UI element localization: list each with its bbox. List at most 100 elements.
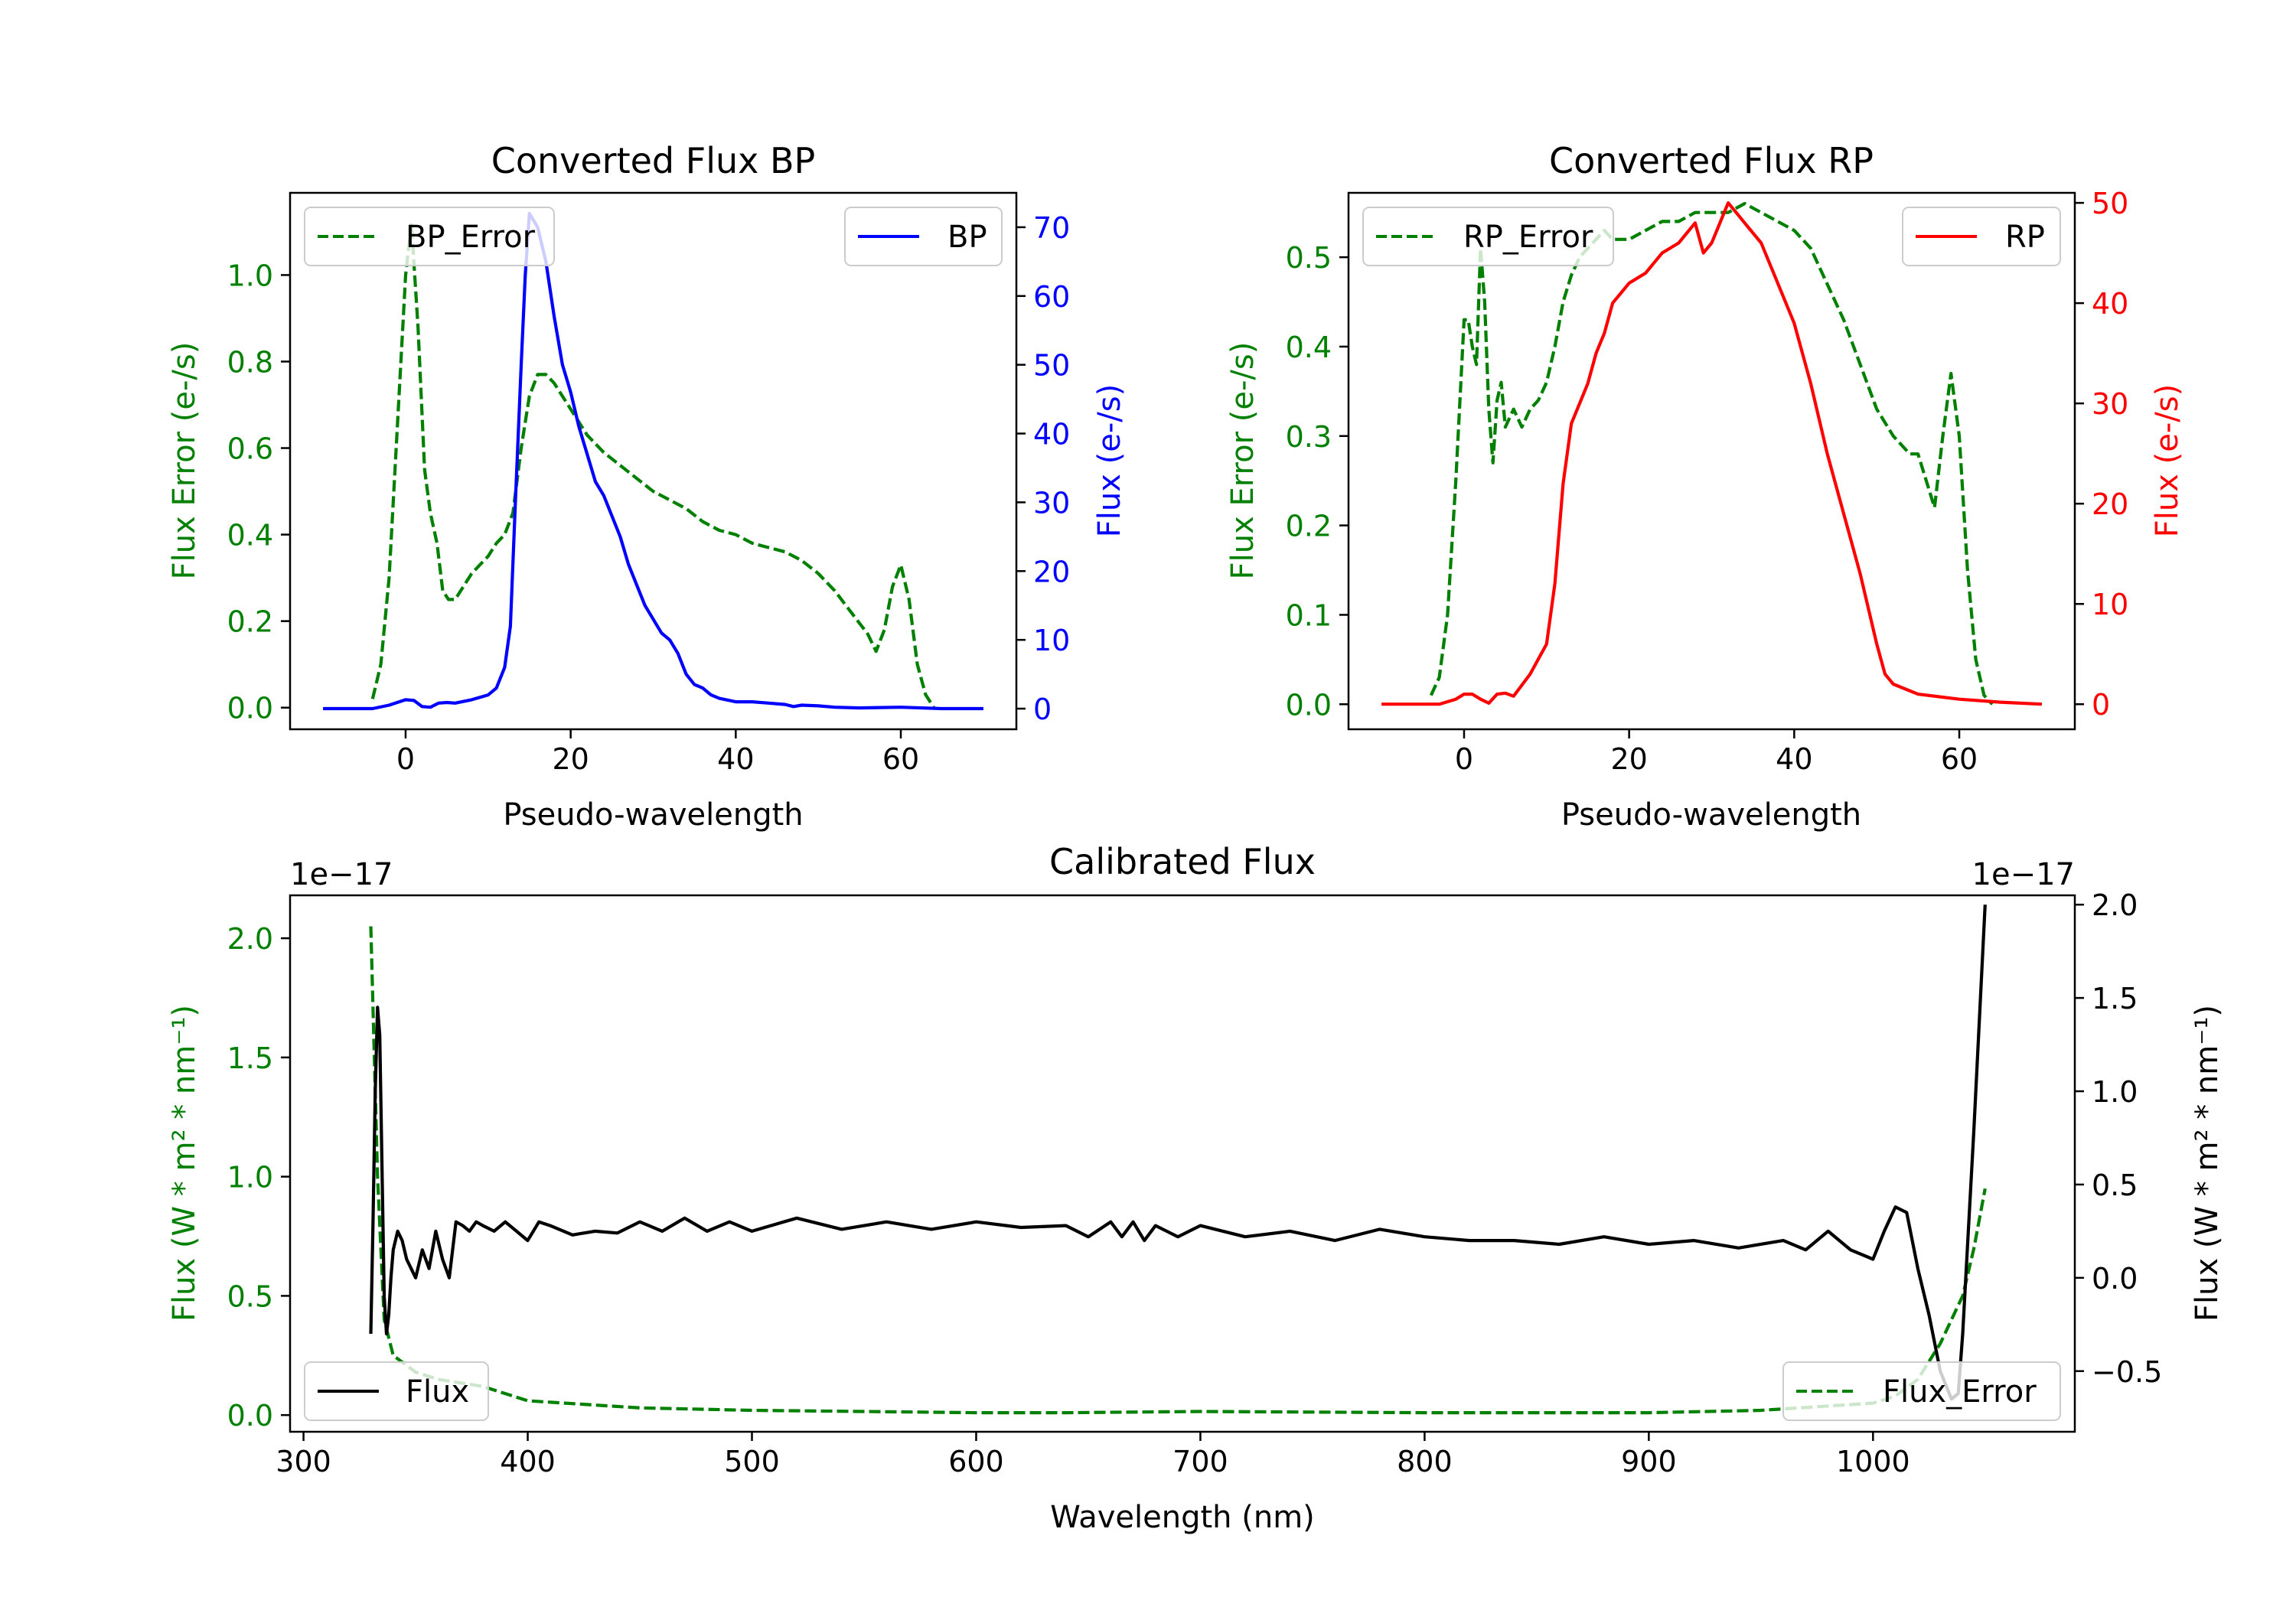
bp-x-ticks: 0 20 40 60 xyxy=(396,729,919,776)
cal-y-left-tick-label: 1.5 xyxy=(227,1041,273,1075)
cal-legend-error-box xyxy=(1782,1361,2061,1421)
bp-y-left-tick-label: 0.8 xyxy=(227,345,273,379)
bp-legend-error-box xyxy=(304,207,555,266)
cal-legend-error: Flux_Error xyxy=(1782,1361,2061,1421)
cal-x-tick-label: 400 xyxy=(500,1445,556,1478)
bp-y-right-tick-label: 30 xyxy=(1033,486,1070,520)
rp-x-tick-label: 60 xyxy=(1941,742,1978,776)
rp-y-left-label: Flux Error (e-/s) xyxy=(1225,342,1261,580)
cal-y-right-tick-label: 0.0 xyxy=(2092,1262,2138,1296)
cal-y-left-tick-label: 0.0 xyxy=(227,1399,273,1433)
cal-y-right-tick-label: 1.5 xyxy=(2092,982,2138,1015)
chart-bp: Converted Flux BP 0 20 40 60 0.00.20.40.60.… xyxy=(167,140,1127,833)
rp-legend-flux: RP xyxy=(1902,207,2061,266)
rp-legend-error: RP_Error xyxy=(1362,207,1614,266)
rp-x-tick-label: 40 xyxy=(1776,742,1812,776)
cal-x-tick-label: 1000 xyxy=(1836,1445,1910,1478)
cal-x-tick-label: 800 xyxy=(1397,1445,1453,1478)
cal-series-flux-error xyxy=(369,926,1987,1415)
bp-y-left-tick-label: 0.2 xyxy=(227,605,273,639)
cal-y-left-tick-label: 1.0 xyxy=(227,1161,273,1195)
bp-legend-error-label: BP_Error xyxy=(406,220,536,255)
cal-legend-flux-box xyxy=(304,1361,489,1421)
bp-y-right-tick-label: 50 xyxy=(1033,349,1070,383)
rp-series-rp-error xyxy=(1429,201,1994,706)
bp-y-right-tick-label: 20 xyxy=(1033,555,1070,588)
cal-legend-error-label: Flux_Error xyxy=(1883,1374,2037,1410)
cal-offset-right: 1e−17 xyxy=(1972,857,2075,892)
cal-x-tick-label: 700 xyxy=(1172,1445,1228,1478)
bp-y-right-tick-label: 70 xyxy=(1033,211,1070,245)
bp-x-tick-label: 20 xyxy=(552,742,589,776)
bp-y-right-tick-label: 0 xyxy=(1033,693,1052,726)
cal-plot-area xyxy=(369,905,1987,1415)
cal-x-tick-label: 600 xyxy=(948,1445,1004,1478)
bp-y-left-tick-label: 1.0 xyxy=(227,259,273,292)
rp-y-right-label: Flux (e-/s) xyxy=(2150,384,2185,537)
cal-y-right-tick-label: 1.0 xyxy=(2092,1075,2138,1109)
bp-y-left-tick-label: 0.6 xyxy=(227,432,273,466)
bp-y-right-ticks: 0 10 20 30 40 50 60 70 xyxy=(1016,211,1070,726)
rp-plot-area xyxy=(1381,201,2043,706)
bp-y-left-tick-label: 0.4 xyxy=(227,519,273,553)
bp-legend-flux-label: BP xyxy=(947,220,987,255)
rp-y-right-tick-label: 0 xyxy=(2092,688,2110,722)
cal-offset-left: 1e−17 xyxy=(290,857,393,892)
bp-y-right-tick-label: 10 xyxy=(1033,624,1070,657)
cal-y-left-tick-label: 2.0 xyxy=(227,922,273,956)
bp-plot-area xyxy=(323,211,983,711)
rp-y-left-tick-label: 0.0 xyxy=(1286,688,1332,722)
rp-legend-error-label: RP_Error xyxy=(1463,220,1593,255)
cal-axes-frame xyxy=(289,894,2076,1433)
bp-y-left-tick-label: 0.0 xyxy=(227,692,273,725)
rp-x-ticks: 0 20 40 60 xyxy=(1455,729,1978,776)
rp-legend-error-box xyxy=(1362,207,1614,266)
cal-y-left-label: Flux (W * m² * nm⁻¹) xyxy=(167,1005,202,1322)
bp-y-left-label: Flux Error (e-/s) xyxy=(167,342,202,580)
cal-x-tick-label: 900 xyxy=(1621,1445,1677,1478)
chart-calibrated: Calibrated Flux 1e−17 1e−17 300 400 500 600… xyxy=(167,841,2225,1535)
bp-title: Converted Flux BP xyxy=(491,140,816,181)
rp-y-right-tick-label: 10 xyxy=(2092,588,2128,621)
cal-x-tick-label: 500 xyxy=(724,1445,780,1478)
cal-y-left-tick-label: 0.5 xyxy=(227,1279,273,1313)
bp-y-left-ticks: 0.0 0.2 0.4 0.6 0.8 1.0 xyxy=(227,259,290,725)
cal-x-ticks: 300 400 500 600 700 800 900 1000 xyxy=(276,1432,1910,1478)
bp-legend-error: BP_Error xyxy=(304,207,555,266)
rp-x-tick-label: 20 xyxy=(1610,742,1647,776)
rp-y-left-ticks: 0.0 0.1 0.2 0.3 0.4 0.5 xyxy=(1286,241,1349,722)
rp-y-left-tick-label: 0.2 xyxy=(1286,510,1332,543)
rp-x-label: Pseudo-wavelength xyxy=(1561,797,1861,833)
rp-title: Converted Flux RP xyxy=(1549,140,1874,181)
bp-x-tick-label: 0 xyxy=(396,742,415,776)
rp-legend-flux-label: RP xyxy=(2005,220,2045,255)
bp-x-tick-label: 60 xyxy=(882,742,919,776)
bp-series-bp xyxy=(323,211,983,711)
rp-y-left-tick-label: 0.3 xyxy=(1286,420,1332,454)
cal-legend-flux-label: Flux xyxy=(406,1374,469,1410)
rp-y-right-tick-label: 50 xyxy=(2092,187,2128,220)
cal-series-flux xyxy=(369,905,1987,1401)
cal-title: Calibrated Flux xyxy=(1049,841,1316,882)
bp-y-right-tick-label: 40 xyxy=(1033,418,1070,451)
chart-rp: Converted Flux RP 0 20 40 60 0.00.10.20.30.… xyxy=(1225,140,2185,833)
cal-x-label: Wavelength (nm) xyxy=(1050,1500,1315,1535)
rp-y-left-tick-label: 0.5 xyxy=(1286,241,1332,275)
bp-legend-flux: BP xyxy=(844,207,1003,266)
bp-x-label: Pseudo-wavelength xyxy=(503,797,803,833)
rp-y-right-tick-label: 40 xyxy=(2092,287,2128,321)
bp-y-right-label: Flux (e-/s) xyxy=(1092,384,1127,537)
cal-y-right-tick-label: 2.0 xyxy=(2092,888,2138,922)
rp-axes-frame xyxy=(1347,191,2076,731)
bp-series-bp-error xyxy=(370,221,935,709)
rp-y-right-ticks: 0 10 20 30 40 50 xyxy=(2075,187,2128,722)
bp-legend-flux-box xyxy=(844,207,1003,266)
cal-y-right-ticks: −0.5 0.0 0.5 1.0 1.5 2.0 xyxy=(2075,888,2162,1389)
bp-axes-frame xyxy=(289,191,1018,731)
cal-x-tick-label: 300 xyxy=(276,1445,331,1478)
cal-y-right-tick-label: 0.5 xyxy=(2092,1169,2138,1202)
rp-y-right-tick-label: 20 xyxy=(2092,487,2128,521)
rp-x-tick-label: 0 xyxy=(1455,742,1473,776)
bp-x-tick-label: 40 xyxy=(717,742,754,776)
